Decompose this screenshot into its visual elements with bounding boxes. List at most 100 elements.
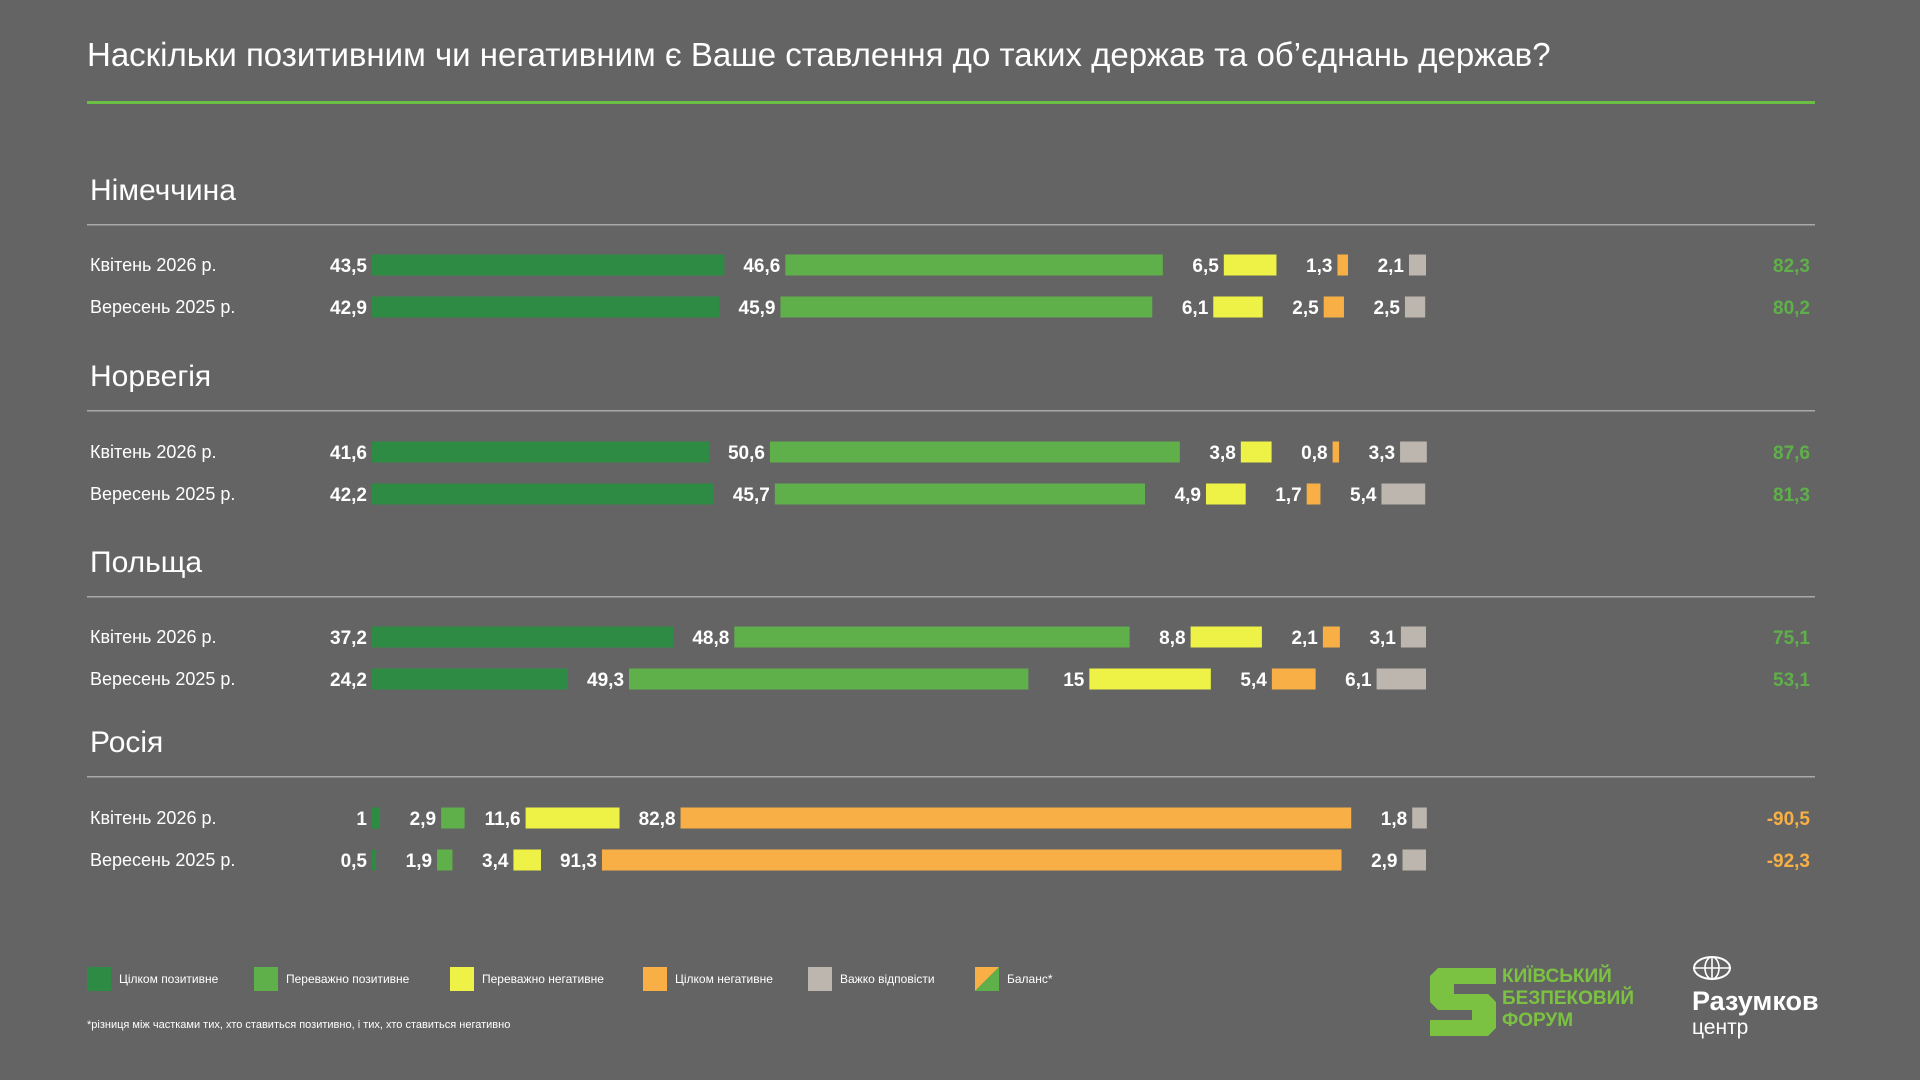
bar-segment-mostly-positive bbox=[629, 668, 1029, 690]
bar-segment-fully-negative bbox=[1332, 441, 1340, 463]
value-label-mostly-positive: 49,3 bbox=[587, 670, 624, 691]
balance-value: 87,6 bbox=[1773, 443, 1810, 464]
bar-segment-mostly-negative bbox=[513, 849, 541, 871]
bar-segment-mostly-negative bbox=[525, 807, 620, 829]
bar-segment-fully-positive bbox=[372, 626, 674, 648]
kbf-line: ФОРУМ bbox=[1502, 1010, 1574, 1031]
value-label-mostly-positive: 45,9 bbox=[739, 298, 776, 319]
bar-segment-mostly-positive bbox=[441, 807, 465, 829]
value-label-mostly-negative: 3,4 bbox=[482, 851, 509, 872]
bar-segment-hard-to-say bbox=[1408, 254, 1426, 276]
value-label-mostly-negative: 4,9 bbox=[1175, 485, 1201, 506]
section-title: Німеччина bbox=[90, 174, 236, 207]
legend-swatch-mostly-negative bbox=[450, 967, 474, 991]
value-label-hard-to-say: 6,1 bbox=[1345, 670, 1372, 691]
value-label-fully-negative: 0,8 bbox=[1301, 443, 1327, 464]
bar-segment-fully-positive bbox=[372, 668, 569, 690]
legend-item-mostly-positive: Переважно позитивне bbox=[254, 966, 409, 992]
bar-segment-hard-to-say bbox=[1376, 668, 1426, 690]
legend-label: Переважно позитивне bbox=[286, 972, 410, 986]
bar-segment-hard-to-say bbox=[1404, 296, 1426, 318]
value-label-fully-negative: 2,5 bbox=[1292, 298, 1319, 319]
bar-segment-fully-negative bbox=[1323, 296, 1344, 318]
row-label: Квітень 2026 р. bbox=[90, 442, 216, 462]
value-label-mostly-positive: 48,8 bbox=[692, 628, 729, 649]
balance-value: 75,1 bbox=[1773, 628, 1810, 649]
legend-item-balance: Баланс* bbox=[975, 966, 1053, 992]
legend-label: Важко відповісти bbox=[840, 972, 935, 986]
bar-segment-fully-positive bbox=[372, 441, 709, 463]
section-title: Росія bbox=[90, 726, 163, 759]
bar-segment-hard-to-say bbox=[1400, 626, 1426, 648]
bar-segment-fully-positive bbox=[372, 254, 725, 276]
row-label: Вересень 2025 р. bbox=[90, 669, 235, 689]
legend-swatch-balance bbox=[975, 967, 999, 991]
legend-label: Баланс* bbox=[1007, 972, 1053, 986]
legend-item-fully-negative: Цілком негативне bbox=[643, 966, 773, 992]
stacked-bar-chart: Німеччина Квітень 2026 р. 43,5 46,6 6,5 1,3 2,… bbox=[87, 174, 1815, 872]
section-divider bbox=[87, 410, 1815, 412]
bar-segment-mostly-negative bbox=[1240, 441, 1272, 463]
bar-segment-hard-to-say bbox=[1412, 807, 1427, 829]
value-label-hard-to-say: 2,1 bbox=[1378, 256, 1405, 277]
value-label-fully-positive: 43,5 bbox=[330, 256, 367, 277]
section-divider bbox=[87, 596, 1815, 598]
value-label-fully-positive: 42,2 bbox=[330, 485, 367, 506]
legend-item-mostly-negative: Переважно негативне bbox=[450, 966, 604, 992]
section-divider bbox=[87, 224, 1815, 226]
row-label: Вересень 2025 р. bbox=[90, 297, 235, 317]
value-label-mostly-positive: 2,9 bbox=[410, 809, 436, 830]
razumkov-logo-name: Разумков bbox=[1692, 986, 1819, 1016]
bar-segment-fully-positive bbox=[372, 807, 381, 829]
bar-segment-fully-positive bbox=[372, 849, 377, 871]
legend-swatch-fully-negative bbox=[643, 967, 667, 991]
page-title: Наскільки позитивним чи негативним є Ваш… bbox=[87, 36, 1551, 73]
legend-swatch-mostly-positive bbox=[254, 967, 278, 991]
bar-segment-fully-negative bbox=[680, 807, 1352, 829]
value-label-fully-positive: 41,6 bbox=[330, 443, 367, 464]
balance-value: 81,3 bbox=[1773, 485, 1810, 506]
bar-segment-fully-positive bbox=[372, 296, 720, 318]
bar-segment-hard-to-say bbox=[1381, 483, 1426, 505]
value-label-fully-negative: 91,3 bbox=[560, 851, 597, 872]
value-label-mostly-positive: 46,6 bbox=[743, 256, 780, 277]
section-title: Польща bbox=[90, 546, 202, 579]
title-rule bbox=[87, 101, 1815, 104]
value-label-mostly-positive: 1,9 bbox=[406, 851, 432, 872]
value-label-mostly-positive: 45,7 bbox=[733, 485, 770, 506]
kbf-logo-text: КИЇВСЬКИЙ БЕЗПЕКОВИЙ ФОРУМ bbox=[1502, 966, 1634, 1032]
balance-value: 80,2 bbox=[1773, 298, 1810, 319]
value-label-hard-to-say: 2,9 bbox=[1371, 851, 1397, 872]
row-label: Квітень 2026 р. bbox=[90, 627, 216, 647]
legend-swatch-hard-to-say bbox=[808, 967, 832, 991]
value-label-fully-negative: 1,7 bbox=[1275, 485, 1301, 506]
value-label-fully-negative: 2,1 bbox=[1291, 628, 1318, 649]
value-label-fully-positive: 42,9 bbox=[330, 298, 367, 319]
value-label-hard-to-say: 2,5 bbox=[1374, 298, 1401, 319]
bar-segment-mostly-negative bbox=[1089, 668, 1211, 690]
globe-icon bbox=[1693, 956, 1731, 980]
legend-swatch-fully-positive bbox=[87, 967, 111, 991]
value-label-mostly-negative: 11,6 bbox=[485, 809, 521, 830]
bar-segment-fully-positive bbox=[372, 483, 714, 505]
legend-label: Переважно негативне bbox=[482, 972, 604, 986]
legend-label: Цілком позитивне bbox=[119, 972, 219, 986]
kbf-line: БЕЗПЕКОВИЙ bbox=[1502, 988, 1634, 1009]
value-label-fully-positive: 37,2 bbox=[330, 628, 367, 649]
section-title: Норвегія bbox=[90, 360, 211, 393]
balance-value: 82,3 bbox=[1773, 256, 1810, 277]
value-label-fully-negative: 5,4 bbox=[1240, 670, 1267, 691]
footnote: *різниця між частками тих, хто ставиться… bbox=[87, 1019, 511, 1031]
row-label: Вересень 2025 р. bbox=[90, 850, 235, 870]
balance-value: 53,1 bbox=[1773, 670, 1810, 691]
row-label: Квітень 2026 р. bbox=[90, 808, 216, 828]
value-label-hard-to-say: 3,3 bbox=[1369, 443, 1395, 464]
value-label-fully-positive: 24,2 bbox=[330, 670, 367, 691]
bar-segment-mostly-positive bbox=[774, 483, 1145, 505]
bar-segment-mostly-positive bbox=[437, 849, 453, 871]
value-label-mostly-negative: 3,8 bbox=[1209, 443, 1235, 464]
bar-segment-fully-negative bbox=[1322, 626, 1340, 648]
bar-segment-fully-negative bbox=[601, 849, 1342, 871]
bar-segment-fully-negative bbox=[1337, 254, 1348, 276]
bar-segment-mostly-positive bbox=[769, 441, 1180, 463]
